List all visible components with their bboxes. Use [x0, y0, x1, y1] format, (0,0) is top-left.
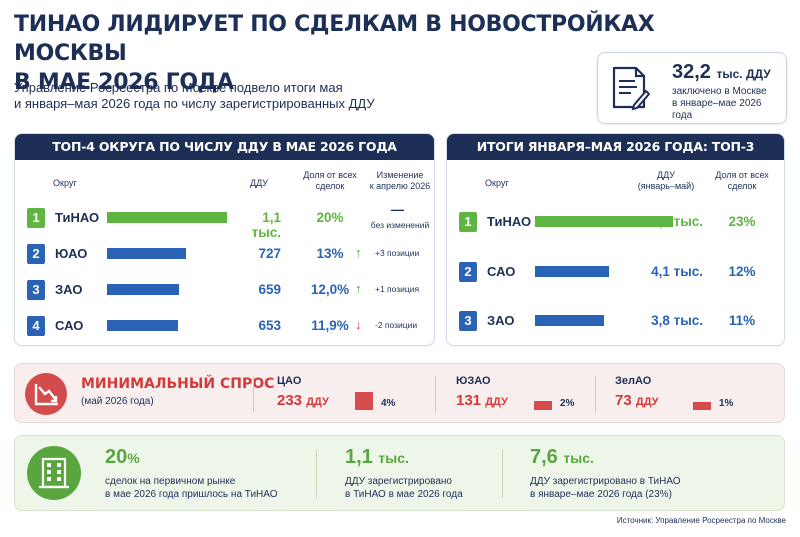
bar-mark	[107, 212, 227, 223]
district-value: 233 ДДУ	[277, 392, 329, 409]
share-label: 4%	[381, 398, 396, 409]
min-demand-title: МИНИМАЛЬНЫЙ СПРОС	[81, 376, 275, 392]
share-label: 1%	[719, 398, 734, 409]
rank-badge: 3	[27, 280, 45, 300]
value-label: 3,8 тыс.	[651, 313, 703, 328]
rank-badge: 2	[27, 244, 45, 264]
lead-line-1: Управление Росреестра по Москве подвело …	[14, 80, 343, 95]
rank-badge: 1	[27, 208, 45, 228]
lead-line-2: и января–мая 2026 года по числу зарегист…	[14, 96, 375, 111]
source-note: Источник: Управление Росреестра по Москв…	[616, 516, 786, 525]
lead-text: Управление Росреестра по Москве подвело …	[14, 80, 434, 112]
building-icon	[27, 446, 81, 500]
min-demand-subtitle: (май 2026 года)	[81, 396, 154, 407]
district-label: ЮАО	[55, 246, 88, 261]
divider	[316, 450, 317, 498]
value-label: 7,6 тыс.	[651, 214, 703, 229]
rank-badge: 1	[459, 212, 477, 232]
arrow-down-icon: ↓	[355, 317, 362, 332]
fact-number: 20%	[105, 446, 140, 468]
bar-mark	[535, 216, 673, 227]
divider	[595, 376, 596, 412]
fact-number: 7,6 тыс.	[530, 446, 594, 468]
kpi-subtext: заключено в Москве в январе–мае 2026 год…	[672, 86, 767, 121]
arrow-up-icon: ↑	[355, 245, 362, 260]
rank-badge: 2	[459, 262, 477, 282]
district-label: САО	[55, 318, 84, 333]
change-none-icon: —	[391, 202, 404, 217]
document-pen-icon	[612, 66, 650, 111]
district-label: ТиНАО	[487, 214, 532, 229]
divider	[502, 450, 503, 498]
district-label: САО	[487, 264, 516, 279]
kpi-value: 32,2 тыс. ДДУ	[672, 61, 771, 83]
fact-number: 1,1 тыс.	[345, 446, 409, 468]
share-square	[355, 392, 373, 410]
value-label: 727	[258, 246, 281, 261]
share-label: 11,9%	[311, 318, 349, 333]
bar-mark	[107, 320, 178, 331]
rank-badge: 3	[459, 311, 477, 331]
top4-header-share: Доля от всех сделок	[303, 170, 357, 191]
change-label: +3 позиции	[375, 248, 420, 258]
district-value: 73 ДДУ	[615, 392, 659, 409]
top4-header-ddu: ДДУ	[250, 178, 269, 188]
top4-header-district: Округ	[53, 178, 77, 188]
fact-text: ДДУ зарегистрировано в ТиНАО в мае 2026 г…	[345, 476, 463, 500]
share-label: 12,0%	[310, 282, 350, 297]
bar-mark	[535, 266, 609, 277]
value-label: 4,1 тыс.	[651, 264, 703, 279]
top4-panel: ТОП-4 ОКРУГА ПО ЧИСЛУ ДДУ В МАЕ 2026 ГОД…	[14, 133, 435, 346]
top3-header-share: Доля от всех сделок	[715, 170, 769, 191]
top3-panel-title: ИТОГИ ЯНВАРЯ–МАЯ 2026 ГОДА: ТОП-3 ОКРУГА	[447, 134, 784, 180]
fact-text: сделок на первичном рынке в мае 2026 года…	[105, 476, 278, 500]
fact-text: ДДУ зарегистрировано в ТиНАО в январе–мае…	[530, 476, 681, 500]
title-line-2: В МАЕ 2026 ГОДА	[14, 70, 234, 95]
bar-mark	[535, 315, 604, 326]
share-label: 2%	[560, 398, 575, 409]
district-label: ТиНАО	[55, 210, 100, 225]
district-label: ЗАО	[55, 282, 83, 297]
bar-mark	[107, 248, 186, 259]
min-demand-panel: МИНИМАЛЬНЫЙ СПРОС (май 2026 года) ЦАО 233…	[14, 363, 785, 423]
share-label: 12%	[728, 264, 756, 279]
change-label: -2 позиции	[375, 320, 418, 330]
top3-header-ddu: ДДУ (январь–май)	[637, 170, 695, 191]
top4-panel-title: ТОП-4 ОКРУГА ПО ЧИСЛУ ДДУ В МАЕ 2026 ГОД…	[15, 134, 434, 160]
chart-down-icon	[25, 373, 67, 415]
bar-mark	[107, 284, 179, 295]
share-label: 13%	[316, 246, 344, 261]
value-label: 659	[258, 282, 281, 297]
page-title: ТИНАО ЛИДИРУЕТ ПО СДЕЛКАМ В НОВОСТРОЙКАХ…	[14, 10, 704, 97]
value-label: 653	[258, 318, 281, 333]
change-label: +1 позиция	[375, 284, 420, 294]
share-label: 20%	[316, 210, 344, 225]
share-square	[534, 401, 552, 410]
share-label: 11%	[728, 313, 756, 328]
district-name: ЦАО	[277, 375, 302, 387]
divider	[435, 376, 436, 412]
share-square	[693, 402, 711, 410]
title-line-1: ТИНАО ЛИДИРУЕТ ПО СДЕЛКАМ В НОВОСТРОЙКАХ…	[14, 12, 655, 66]
district-name: ЮЗАО	[456, 375, 491, 387]
divider	[253, 376, 254, 412]
district-value: 131 ДДУ	[456, 392, 508, 409]
top3-panel: ИТОГИ ЯНВАРЯ–МАЯ 2026 ГОДА: ТОП-3 ОКРУГА…	[446, 133, 785, 346]
change-label: без изменений	[370, 220, 430, 230]
value-label: 1,1 тыс.	[251, 210, 281, 240]
top4-header-change: Изменение к апрелю 2026	[369, 170, 431, 191]
rank-badge: 4	[27, 316, 45, 336]
district-label: ЗАО	[487, 313, 515, 328]
arrow-up-icon: ↑	[355, 281, 362, 296]
facts-panel: 20% сделок на первичном рынке в мае 2026 г…	[14, 435, 785, 511]
district-name: ЗелАО	[615, 375, 652, 387]
share-label: 23%	[728, 214, 756, 229]
top3-header-district: Округ	[485, 178, 509, 188]
kpi-card: 32,2 тыс. ДДУ заключено в Москве в январ…	[597, 52, 787, 124]
